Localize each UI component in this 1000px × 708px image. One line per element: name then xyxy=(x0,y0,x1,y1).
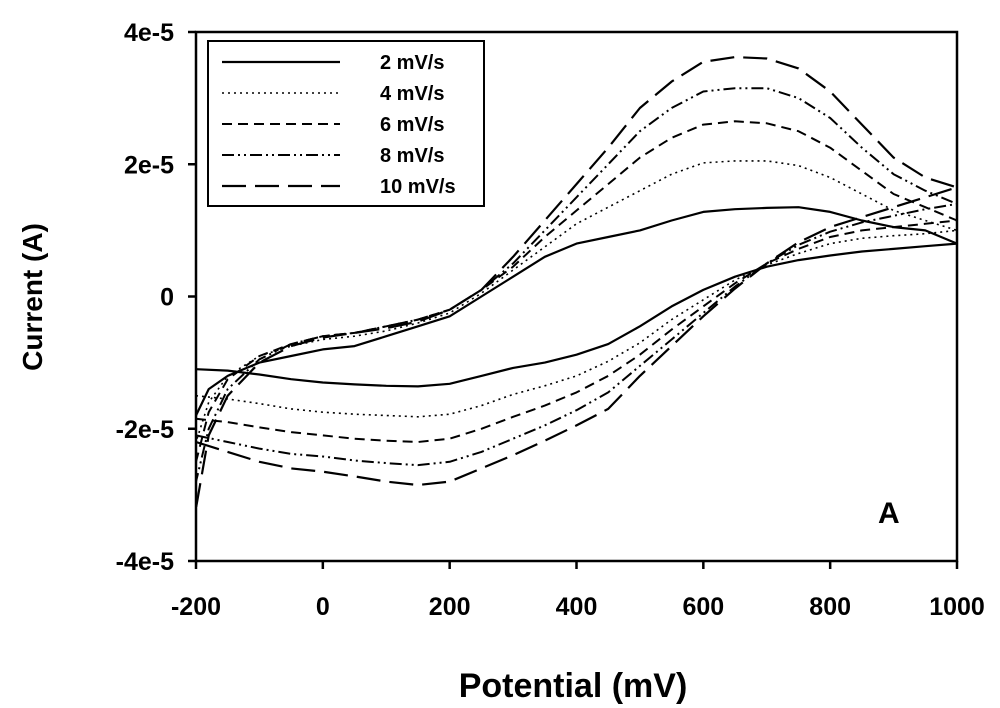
legend-label: 10 mV/s xyxy=(380,176,456,198)
y-tick-label: 2e-5 xyxy=(124,151,174,179)
panel-label: A xyxy=(878,497,900,530)
x-tick-label: 1000 xyxy=(929,593,985,621)
series-line-4-mv-s xyxy=(195,160,958,443)
legend-label: 4 mV/s xyxy=(380,83,444,105)
y-tick-label: 0 xyxy=(160,284,174,312)
series-line-2-mv-s xyxy=(195,206,959,416)
x-tick-label: 0 xyxy=(316,593,330,621)
legend-label: 6 mV/s xyxy=(380,114,444,136)
y-axis-title: Current (A) xyxy=(17,223,48,371)
y-tick-label: 4e-5 xyxy=(124,19,174,47)
x-tick-label: 800 xyxy=(809,593,851,621)
x-tick-label: 600 xyxy=(682,593,724,621)
legend: 2 mV/s 4 mV/s 6 mV/s 8 mV/s 10 mV/s xyxy=(207,40,485,207)
y-tick-label: -2e-5 xyxy=(116,416,174,444)
x-tick-label: 400 xyxy=(556,593,598,621)
series-line-8-mv-s xyxy=(195,87,958,482)
legend-label: 2 mV/s xyxy=(380,52,444,74)
axis-ticks: -200 0 200 400 600 800 1000 -4e-5 -2e-5 0 2e-5 4e-5 xyxy=(116,19,985,621)
series-layer xyxy=(194,56,959,509)
x-tick-label: -200 xyxy=(171,593,221,621)
series-line-10-mv-s xyxy=(194,56,959,509)
x-tick-label: 200 xyxy=(429,593,471,621)
legend-label: 8 mV/s xyxy=(380,145,444,167)
y-tick-label: -4e-5 xyxy=(116,548,174,576)
x-axis-title: Potential (mV) xyxy=(459,667,688,705)
